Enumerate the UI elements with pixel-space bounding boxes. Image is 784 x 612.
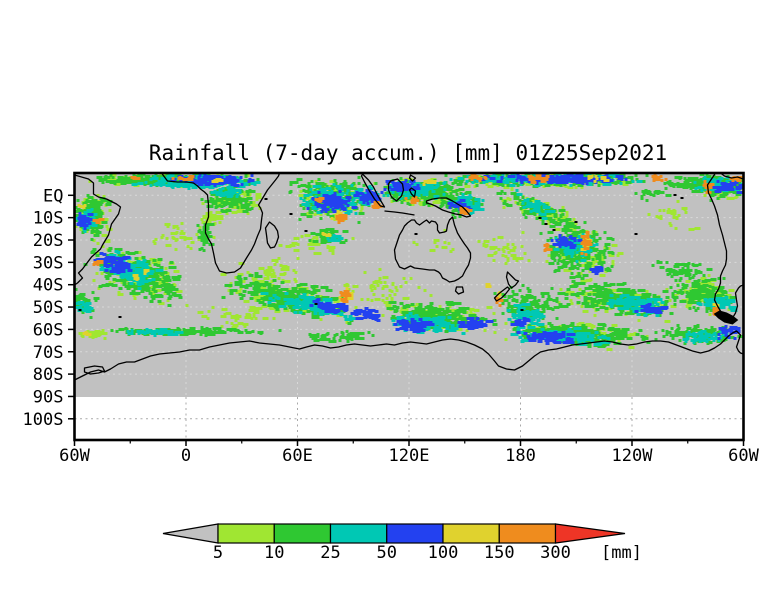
island-dot — [552, 229, 556, 231]
island-dot — [414, 233, 418, 235]
x-axis-labels: 60W 0 60E 120E 180 120W 60W — [59, 446, 759, 466]
coastline-path — [74, 174, 122, 286]
map-area — [74, 173, 744, 440]
coastline-path — [387, 178, 405, 202]
x-axis-label: 60W — [728, 446, 759, 466]
colorbar-tick-label: 150 — [484, 543, 515, 563]
coastline-path — [408, 187, 417, 198]
y-axis-label: 80S — [33, 365, 64, 385]
y-axis-label: 30S — [33, 253, 64, 273]
coastline-path — [74, 330, 744, 381]
colorbar: 5 10 25 50 100 150 300 [mm] — [162, 523, 642, 563]
x-axis-label: 180 — [505, 446, 536, 466]
coastline-path — [160, 173, 281, 274]
x-axis-label: 60W — [59, 446, 90, 466]
coastlines — [74, 173, 744, 381]
plot-title: Rainfall (7-day accum.) [mm] 01Z25Sep202… — [149, 141, 667, 165]
coastline-path — [505, 271, 520, 289]
island-dot — [673, 194, 677, 196]
island-dot — [304, 230, 308, 232]
coastline-path — [720, 173, 744, 180]
colorbar-segment — [217, 523, 275, 544]
colorbar-segment — [386, 523, 444, 544]
colorbar-tick-label: 300 — [540, 543, 571, 563]
coastline-path — [454, 286, 465, 295]
colorbar-tick-label: 10 — [264, 543, 284, 563]
island-dot — [574, 221, 578, 223]
y-axis-label: 60S — [33, 320, 64, 340]
land-fill-path — [713, 310, 739, 325]
coastline-path — [360, 173, 386, 208]
colorbar-arrow-high — [554, 523, 626, 544]
gridlines-subpolar — [74, 397, 744, 440]
coastline-path — [83, 365, 106, 375]
island-dot — [78, 309, 82, 311]
axis-ticks — [68, 194, 745, 446]
y-axis-label: 20S — [33, 231, 64, 251]
colorbar-segment — [273, 523, 332, 544]
colorbar-segment — [329, 523, 388, 544]
island-dot — [264, 198, 268, 200]
x-axis-label: 60E — [282, 446, 313, 466]
x-axis-label: 0 — [181, 446, 191, 466]
y-axis-label: EQ — [43, 186, 63, 206]
colorbar-tick-label: 50 — [377, 543, 397, 563]
coastline-path — [425, 197, 472, 218]
colorbar-tick-label: 100 — [428, 543, 459, 563]
coastline-path — [706, 173, 744, 321]
x-axis-label: 120E — [389, 446, 430, 466]
coastline-path — [264, 221, 280, 249]
colorbar-unit-label: [mm] — [601, 543, 642, 563]
island-dot — [544, 223, 548, 225]
colorbar-segment — [442, 523, 500, 544]
island-dot — [314, 303, 318, 305]
coastline-path — [493, 286, 511, 302]
colorbar-segment — [498, 523, 557, 544]
y-axis-label: 10S — [33, 209, 64, 229]
y-axis-label: 100S — [23, 410, 64, 430]
island-dot — [680, 197, 684, 199]
y-axis-label: 70S — [33, 343, 64, 363]
coastline-path — [393, 216, 472, 283]
island-dot — [289, 213, 293, 215]
colorbar-arrow-low — [162, 523, 219, 544]
y-axis-label: 50S — [33, 298, 64, 318]
y-axis-label: 90S — [33, 387, 64, 407]
island-dot — [118, 316, 122, 318]
coastline-path — [384, 210, 415, 216]
y-axis-label: 40S — [33, 276, 64, 296]
island-dot — [520, 309, 524, 311]
colorbar-tick-label: 25 — [320, 543, 340, 563]
x-axis-label: 120W — [612, 446, 654, 466]
island-dot — [634, 233, 638, 235]
colorbar-tick-label: 5 — [213, 543, 223, 563]
coastline-path — [408, 174, 417, 182]
island-dot — [538, 217, 542, 219]
rainfall-shading — [74, 173, 744, 351]
